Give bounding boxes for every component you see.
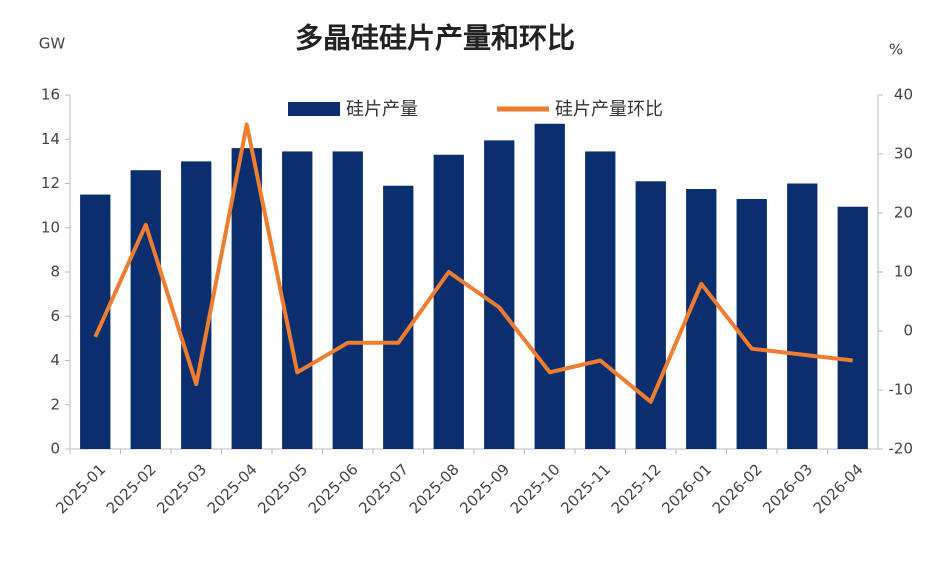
bar: [80, 194, 111, 449]
x-tick-label: 2026-02: [709, 460, 766, 517]
bar: [181, 161, 212, 449]
line: [93, 122, 853, 404]
x-tick-label: 2025-06: [305, 460, 362, 517]
x-tick-label: 2025-10: [507, 460, 564, 517]
y-tick-label: 6: [50, 307, 60, 325]
bar: [383, 185, 414, 449]
legend-swatch: [288, 102, 340, 116]
bar: [837, 206, 868, 449]
bar: [736, 198, 767, 449]
y-axis-label: GW: [39, 35, 66, 53]
x-tick-label: 2025-08: [406, 460, 463, 517]
y-tick-label: 2: [50, 395, 60, 413]
chart-title: 多晶硅硅片产量和环比: [295, 22, 575, 55]
x-tick-label: 2025-02: [103, 460, 160, 517]
y2-tick-label: -10: [889, 381, 914, 399]
x-tick-label: 2025-12: [608, 460, 665, 517]
y-tick-label: 4: [50, 351, 60, 369]
y-tick-label: 16: [41, 86, 60, 104]
bar: [231, 148, 262, 449]
y2-tick-label: 20: [894, 204, 913, 222]
x-tick-label: 2025-11: [557, 460, 614, 517]
y-tick-label: 10: [41, 218, 60, 236]
bar: [282, 151, 313, 449]
y2-tick-label: 10: [894, 263, 913, 281]
legend-label: 硅片产量环比: [555, 99, 663, 120]
y-tick-label: 0: [50, 440, 60, 458]
x-tick-label: 2025-07: [355, 460, 412, 517]
x-tick-label: 2026-01: [658, 460, 715, 517]
y2-tick-label: 30: [894, 145, 913, 163]
x-tick-label: 2025-04: [204, 460, 261, 517]
y-tick-label: 12: [41, 174, 60, 192]
y2-axis-label: %: [889, 41, 903, 59]
y2-tick-label: 0: [903, 322, 913, 340]
bar: [635, 181, 666, 449]
bar: [332, 151, 363, 449]
x-tick-label: 2025-03: [153, 460, 210, 517]
x-tick-label: 2026-04: [810, 460, 867, 517]
y-tick-label: 14: [41, 130, 60, 148]
y-tick-label: 8: [50, 263, 60, 281]
bar: [130, 170, 161, 449]
x-tick-label: 2026-03: [759, 460, 816, 517]
bar: [534, 123, 565, 449]
legend-label: 硅片产量: [346, 99, 418, 120]
bar: [686, 189, 717, 449]
x-tick-label: 2025-05: [254, 460, 311, 517]
bar: [787, 183, 818, 449]
x-tick-label: 2025-01: [52, 460, 109, 517]
y2-tick-label: 40: [894, 86, 913, 104]
bar: [585, 151, 616, 449]
x-tick-label: 2025-09: [456, 460, 513, 517]
bar: [484, 140, 515, 449]
y2-tick-label: -20: [889, 440, 914, 458]
bar: [433, 154, 464, 450]
